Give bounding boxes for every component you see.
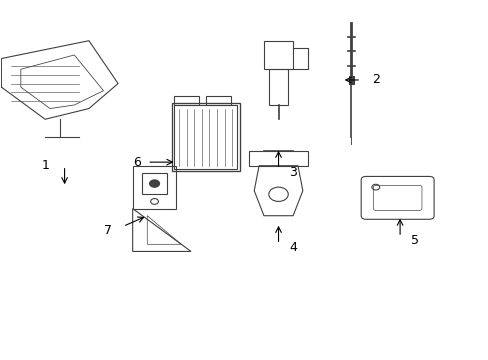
Bar (205, 96, 230, 105)
Text: 2: 2 (371, 73, 379, 86)
Bar (174, 105, 237, 169)
Bar (268, 69, 287, 105)
Bar (142, 173, 166, 194)
Text: 5: 5 (410, 234, 418, 247)
Text: 3: 3 (288, 166, 296, 179)
Bar (174, 96, 199, 105)
Text: 7: 7 (104, 224, 112, 237)
Text: 6: 6 (133, 156, 141, 168)
Text: 1: 1 (41, 159, 49, 172)
Bar (171, 103, 239, 171)
Text: 4: 4 (288, 241, 296, 255)
Bar (348, 76, 353, 84)
Circle shape (149, 180, 159, 187)
